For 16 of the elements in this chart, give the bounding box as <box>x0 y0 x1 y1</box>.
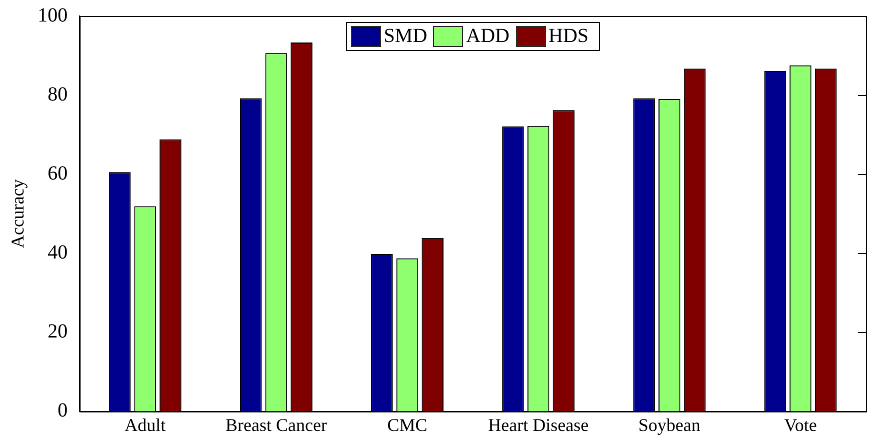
y-tick-label: 100 <box>38 4 68 26</box>
y-tick-label: 40 <box>48 241 68 264</box>
y-axis-title: Accuracy <box>8 179 28 248</box>
legend-label: ADD <box>466 25 510 48</box>
x-tick-label: Breast Cancer <box>225 414 327 435</box>
x-tick-label: Vote <box>784 414 817 435</box>
legend-label: SMD <box>384 25 428 48</box>
x-tick-label: CMC <box>387 414 428 435</box>
legend-label: HDS <box>548 25 589 48</box>
x-tick-label: Adult <box>124 414 166 435</box>
x-tick-label: Heart Disease <box>488 414 589 435</box>
y-tick-label: 20 <box>48 320 68 343</box>
y-tick-label: 0 <box>58 400 68 422</box>
y-tick-label: 80 <box>48 83 68 106</box>
x-tick-label: Soybean <box>638 414 700 435</box>
y-tick-label: 60 <box>48 162 68 184</box>
